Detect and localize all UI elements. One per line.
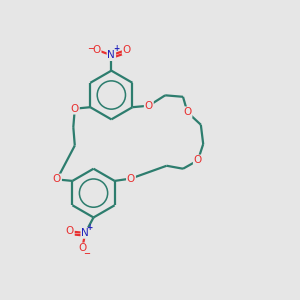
Text: O: O [183, 107, 192, 117]
Text: O: O [53, 174, 61, 184]
Text: −: − [83, 249, 90, 258]
Text: O: O [145, 101, 153, 111]
Text: +: + [86, 223, 92, 232]
Text: O: O [71, 104, 79, 114]
Text: O: O [123, 45, 131, 55]
Text: O: O [66, 226, 74, 236]
Text: N: N [81, 228, 89, 238]
Text: +: + [113, 44, 119, 53]
Text: O: O [194, 155, 202, 165]
Text: O: O [127, 173, 135, 184]
Text: N: N [107, 50, 115, 60]
Text: −: − [87, 44, 94, 53]
Text: O: O [78, 243, 86, 254]
Text: O: O [92, 45, 101, 55]
